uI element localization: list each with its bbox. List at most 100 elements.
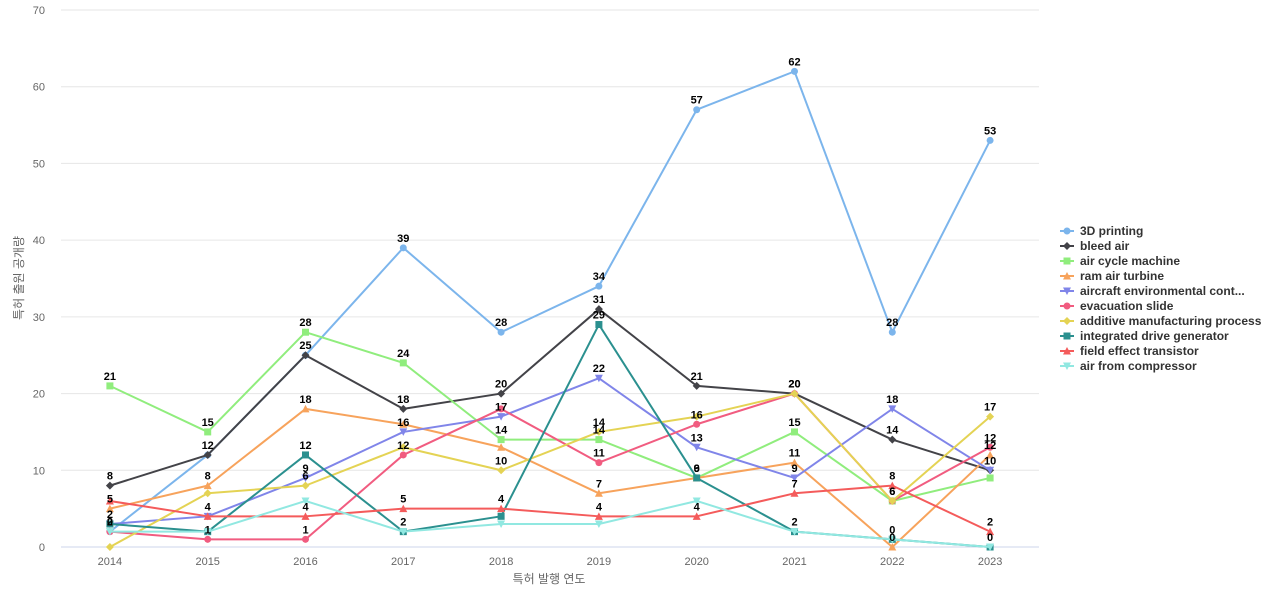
x-tick-label: 2022 — [880, 556, 904, 568]
legend-item: additive manufacturing process — [1060, 314, 1262, 328]
data-label: 12 — [299, 440, 311, 452]
data-label: 2 — [791, 517, 797, 529]
legend-label: integrated drive generator — [1080, 329, 1229, 343]
y-axis: 0 10 20 30 40 50 60 70 — [33, 5, 45, 554]
data-point — [399, 443, 408, 452]
data-point — [986, 450, 995, 459]
data-point — [986, 443, 994, 451]
data-label: 4 — [302, 501, 309, 513]
x-tick-label: 2016 — [293, 556, 317, 568]
y-tick-label: 40 — [33, 235, 45, 247]
x-tick-label: 2018 — [489, 556, 513, 568]
data-label: 17 — [495, 402, 507, 414]
data-label: 1 — [205, 524, 211, 536]
data-point — [301, 351, 310, 360]
data-point — [594, 305, 603, 314]
data-label: 6 — [302, 471, 308, 483]
legend-label: ram air turbine — [1080, 269, 1164, 283]
data-label: 2 — [987, 517, 993, 529]
data-point — [301, 512, 310, 520]
data-label: 2 — [107, 517, 113, 529]
data-point — [692, 381, 701, 390]
data-label: 28 — [495, 317, 507, 329]
data-point — [595, 282, 603, 290]
data-label: 62 — [788, 56, 800, 68]
data-point — [399, 359, 407, 367]
data-label: 5 — [107, 494, 113, 506]
x-tick-label: 2015 — [195, 556, 219, 568]
legend-marker — [1063, 257, 1071, 265]
series-line — [109, 331, 991, 502]
legend-item: 3D printing — [1060, 224, 1143, 238]
legend-label: 3D printing — [1080, 224, 1143, 238]
data-labels: 2392834576228538122518203121201421152824… — [104, 56, 996, 544]
data-point — [302, 451, 309, 459]
data-label: 12 — [984, 432, 996, 444]
series-line — [109, 377, 991, 525]
gridlines — [61, 9, 1039, 548]
data-point — [105, 528, 114, 536]
x-tick-label: 2017 — [391, 556, 415, 568]
legend-marker — [1063, 317, 1071, 325]
legend-item: air cycle machine — [1060, 254, 1180, 268]
data-label: 14 — [593, 417, 606, 429]
data-point — [203, 489, 212, 498]
data-point — [399, 528, 408, 536]
data-point — [301, 474, 310, 482]
data-label: 12 — [397, 440, 409, 452]
data-point — [692, 412, 701, 421]
legend-label: aircraft environmental cont... — [1080, 284, 1245, 298]
data-point — [888, 405, 897, 413]
data-label: 4 — [498, 494, 505, 506]
data-point — [497, 504, 506, 513]
data-point — [693, 420, 701, 428]
data-label: 20 — [788, 379, 800, 391]
data-point — [497, 520, 506, 528]
legend-item: aircraft environmental cont... — [1060, 284, 1245, 298]
data-label: 17 — [984, 402, 996, 414]
data-label: 6 — [889, 486, 895, 498]
legend-marker — [1063, 332, 1071, 340]
data-point — [594, 512, 603, 520]
data-point — [399, 504, 408, 513]
x-tick-label: 2021 — [782, 556, 806, 568]
data-label: 21 — [104, 371, 116, 383]
data-point — [594, 489, 603, 497]
data-label: 7 — [791, 478, 797, 490]
data-point — [594, 427, 603, 436]
data-point — [497, 466, 506, 475]
data-point — [105, 496, 114, 505]
data-point — [595, 436, 603, 444]
data-label: 0 — [107, 517, 113, 529]
data-label: 14 — [593, 425, 606, 437]
data-point — [888, 328, 896, 336]
data-label: 29 — [593, 310, 605, 322]
legend-item: bleed air — [1060, 239, 1130, 253]
legend-item: integrated drive generator — [1060, 329, 1229, 343]
legend-marker — [1063, 287, 1071, 295]
data-label: 31 — [593, 294, 605, 306]
data-label: 4 — [694, 501, 701, 513]
data-point — [204, 535, 212, 543]
data-label: 18 — [886, 394, 898, 406]
data-point — [204, 428, 212, 436]
data-label: 53 — [984, 125, 996, 137]
data-point — [693, 474, 701, 482]
y-tick-label: 60 — [33, 82, 45, 94]
data-point — [399, 428, 408, 436]
x-axis: 2014 2015 2016 2017 2018 2019 2020 2021 2022 2023 — [98, 556, 1003, 568]
data-point — [203, 450, 212, 459]
data-point — [986, 474, 994, 482]
data-point — [302, 328, 309, 336]
data-label: 1 — [302, 524, 308, 536]
data-point — [203, 528, 212, 536]
data-point — [497, 328, 505, 336]
data-label: 2 — [107, 509, 113, 521]
series-line — [109, 407, 991, 548]
data-point — [399, 420, 408, 428]
y-tick-label: 0 — [39, 542, 45, 554]
y-tick-label: 30 — [33, 312, 45, 324]
data-point — [399, 451, 407, 459]
data-label: 57 — [691, 95, 703, 107]
